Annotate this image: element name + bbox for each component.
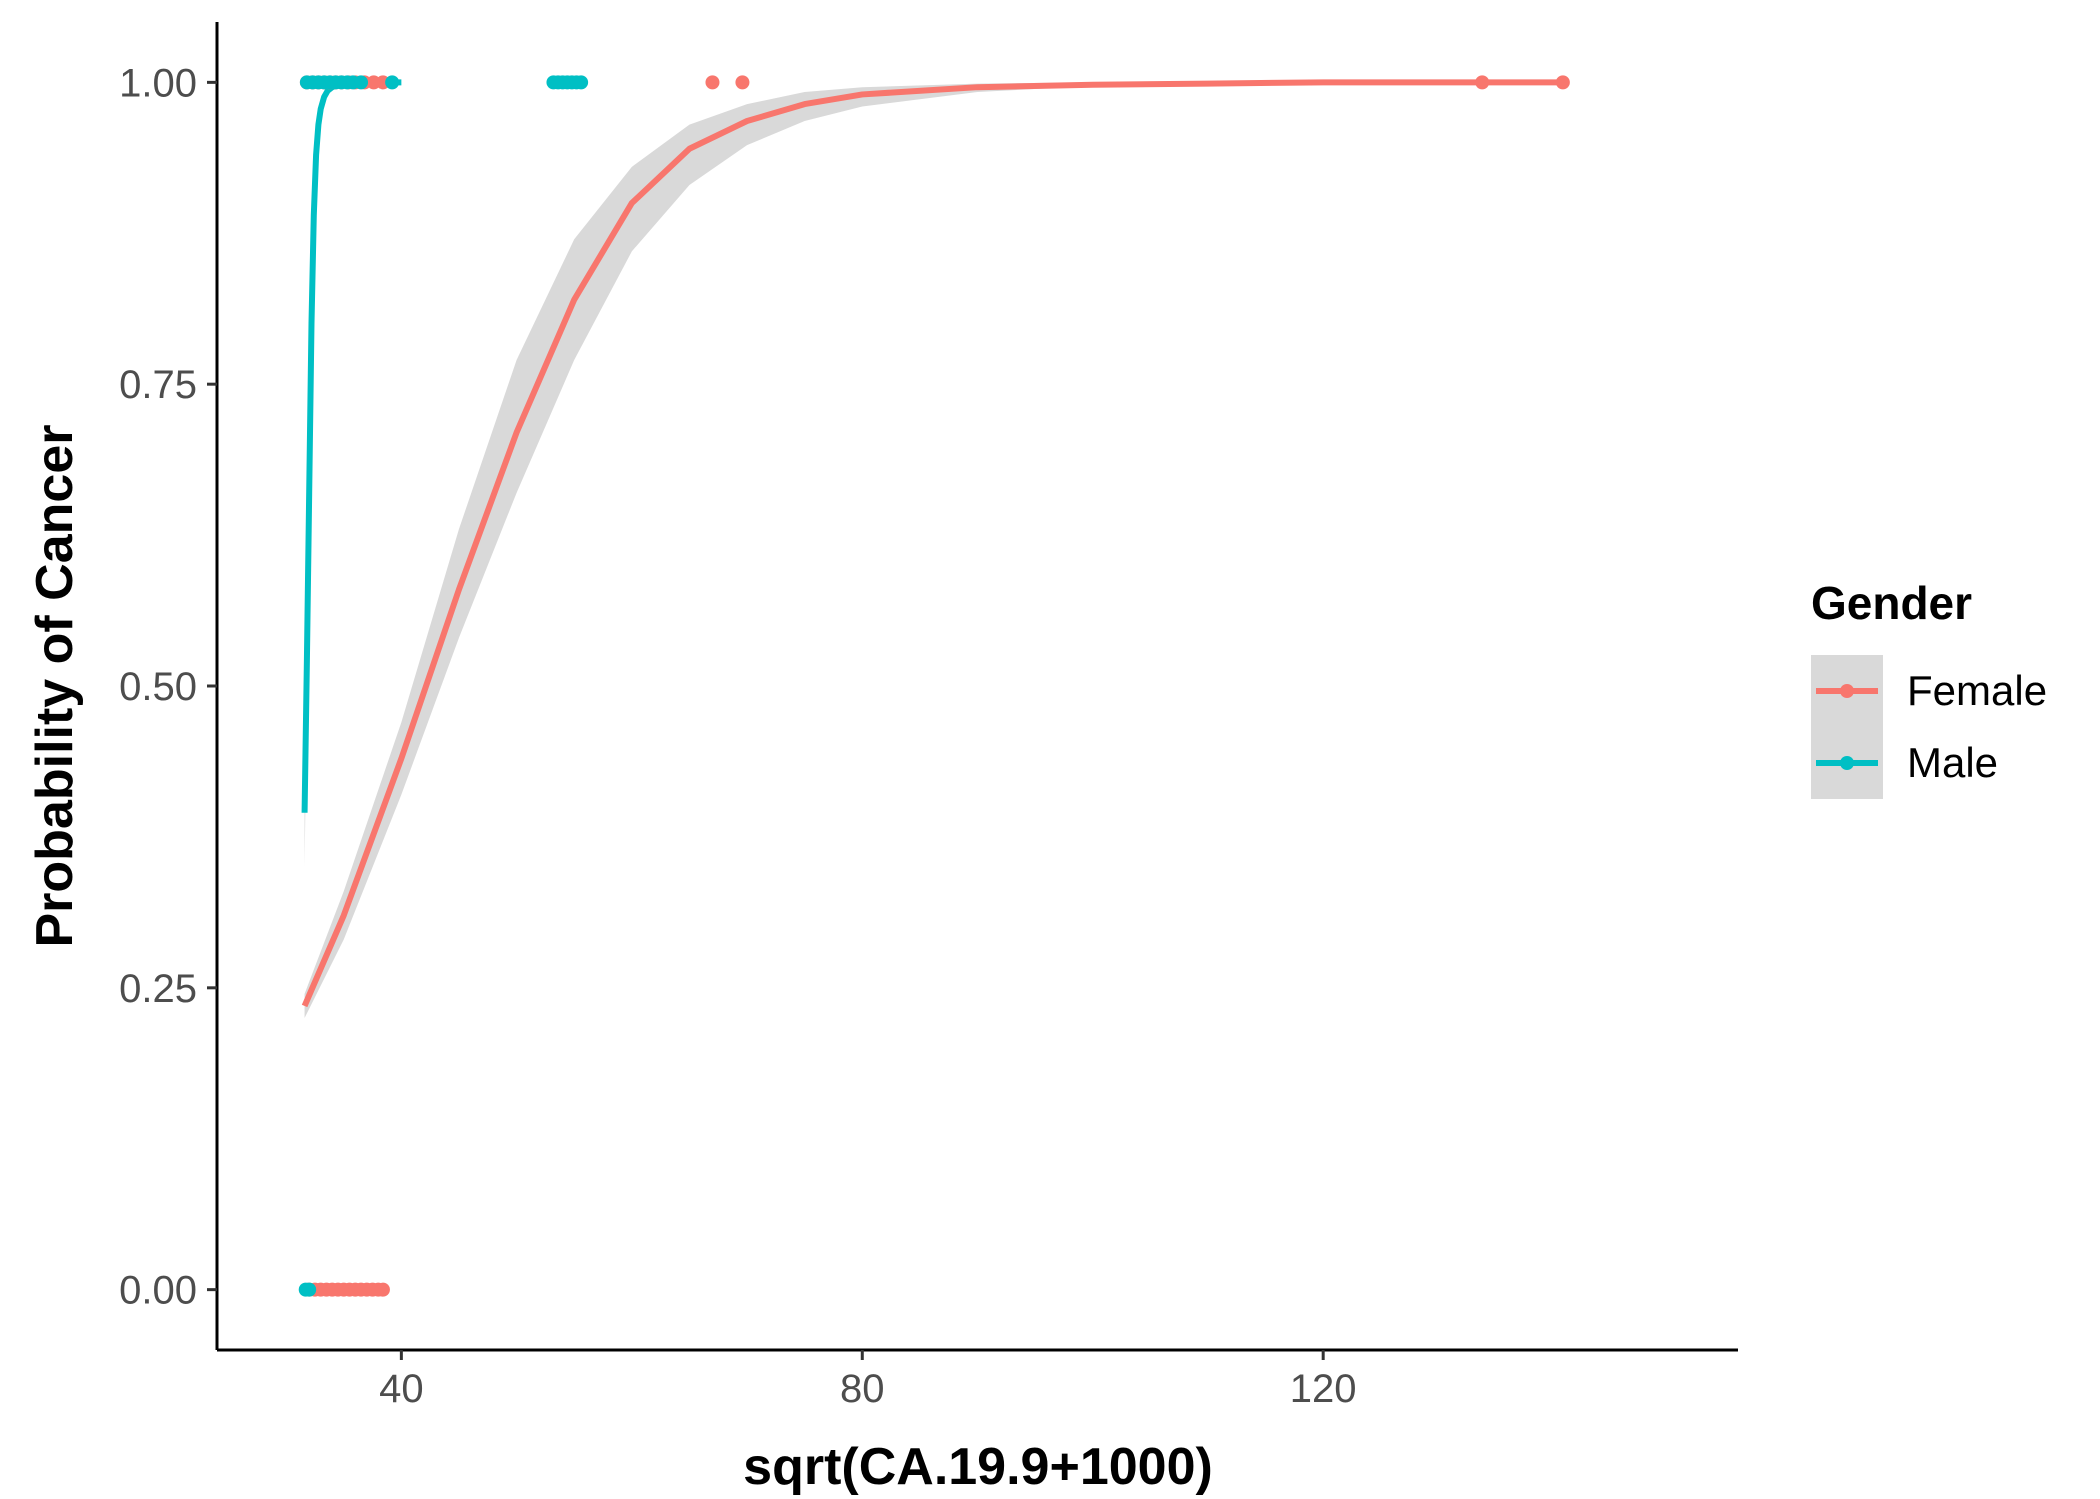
data-point-female xyxy=(1555,75,1570,90)
fit-line-male xyxy=(301,79,402,813)
y-tick-label: 0.50 xyxy=(119,665,197,709)
data-point-male xyxy=(385,75,400,90)
legend-key-point xyxy=(1840,684,1854,698)
data-point-female xyxy=(1475,75,1490,90)
data-point-male xyxy=(574,75,589,90)
y-tick-label: 1.00 xyxy=(119,61,197,105)
fit-line-female xyxy=(301,79,1563,1008)
data-points xyxy=(298,75,1570,1297)
confidence-ribbons xyxy=(304,82,1563,1018)
data-point-female xyxy=(735,75,750,90)
legend-label-female: Female xyxy=(1907,667,2047,714)
y-tick-label: 0.75 xyxy=(119,363,197,407)
x-tick-label: 40 xyxy=(379,1367,424,1411)
y-tick-label: 0.00 xyxy=(119,1269,197,1313)
x-ticks: 40 80 120 xyxy=(379,1350,1357,1411)
legend-label-male: Male xyxy=(1907,739,1998,786)
axes xyxy=(215,22,1738,1352)
y-axis-title: Probability of Cancer xyxy=(26,425,84,948)
data-point-female xyxy=(705,75,720,90)
x-axis-title: sqrt(CA.19.9+1000) xyxy=(743,1438,1213,1496)
legend-title: Gender xyxy=(1811,577,1972,629)
y-tick-label: 0.25 xyxy=(119,967,197,1011)
x-tick-label: 120 xyxy=(1290,1367,1357,1411)
data-point-male xyxy=(354,75,369,90)
data-point-female xyxy=(375,1282,390,1297)
ci-ribbon-female xyxy=(304,82,1563,1018)
ci-ribbon-male xyxy=(304,82,402,868)
legend-keys: Female Male xyxy=(1811,655,2047,799)
data-point-male xyxy=(302,1282,317,1297)
y-ticks: 0.00 0.25 0.50 0.75 1.00 xyxy=(119,61,217,1313)
x-tick-label: 80 xyxy=(840,1367,885,1411)
legend: Gender Female Male xyxy=(1811,577,2047,799)
legend-key-point xyxy=(1840,756,1854,770)
